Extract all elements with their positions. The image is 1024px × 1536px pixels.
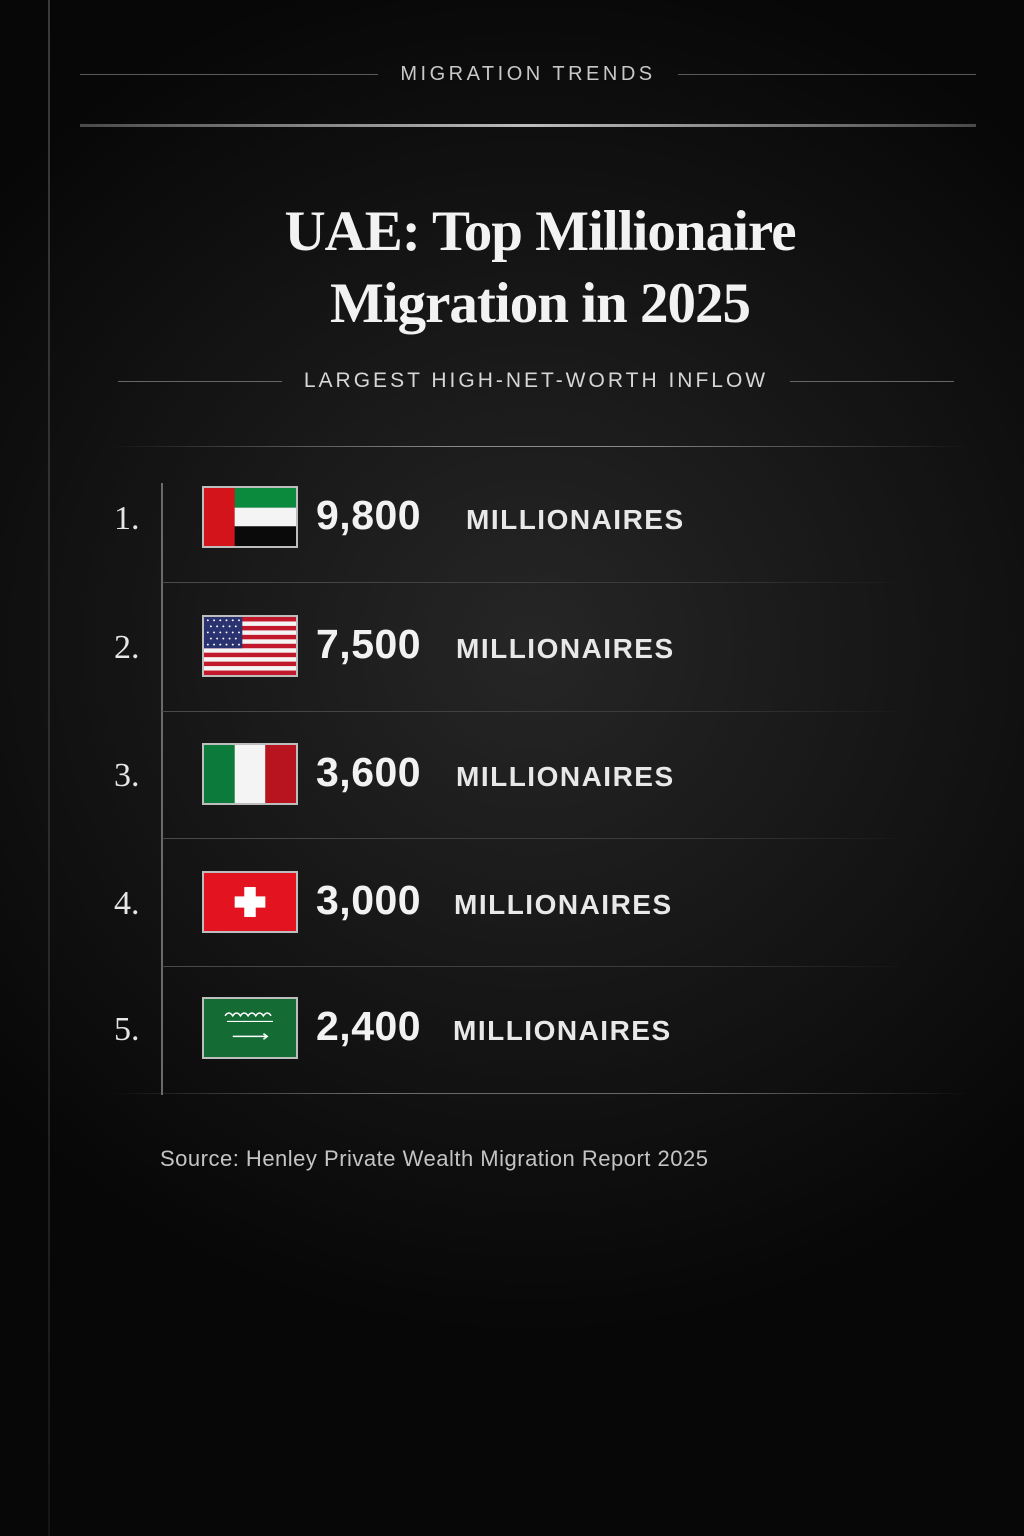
count-unit: MILLIONAIRES <box>454 889 673 920</box>
left-vertical-rule <box>48 0 50 1536</box>
switzerland-flag-icon <box>202 871 298 933</box>
italy-flag-icon <box>202 743 298 805</box>
list-item: 2. 7,500 MILLIONAIRES <box>100 585 940 713</box>
title-line-2: Migration in 2025 <box>330 272 751 335</box>
list-item: 3. 3,600 MILLIONAIRES <box>100 713 940 841</box>
source-note: Source: Henley Private Wealth Migration … <box>160 1146 709 1171</box>
rank-label: 2. <box>114 629 140 666</box>
migration-count: 3,000 <box>316 877 422 923</box>
top-divider <box>80 124 976 127</box>
count-unit: MILLIONAIRES <box>453 1015 672 1046</box>
row-divider <box>162 711 912 712</box>
rank-label: 3. <box>114 757 140 794</box>
list-item: 4. 3,000 MILLIONAIRES <box>100 841 940 969</box>
list-item: 5. 2,400 MILLIONAIRES <box>100 967 940 1095</box>
kicker-line-left <box>80 73 379 75</box>
title-line-1: UAE: Top Millionaire <box>284 200 796 263</box>
uae-flag-icon <box>202 486 298 548</box>
kicker-line-right <box>677 73 976 75</box>
subtitle-header: LARGEST HIGH-NET-WORTH INFLOW <box>118 366 954 396</box>
subtitle: LARGEST HIGH-NET-WORTH INFLOW <box>303 369 769 392</box>
rank-label: 1. <box>114 500 140 537</box>
migration-count: 7,500 <box>316 621 422 667</box>
migration-count: 2,400 <box>316 1003 422 1049</box>
count-unit: MILLIONAIRES <box>456 633 675 664</box>
rank-label: 5. <box>114 1011 140 1048</box>
list-bottom-divider <box>108 1093 970 1094</box>
count-unit: MILLIONAIRES <box>456 761 675 792</box>
list-vertical-rule <box>161 483 163 1095</box>
count-unit: MILLIONAIRES <box>466 504 685 535</box>
subtitle-line-right <box>790 380 954 382</box>
row-divider <box>162 582 912 583</box>
usa-flag-icon <box>202 615 298 677</box>
rank-label: 4. <box>114 885 140 922</box>
saudi-arabia-flag-icon <box>202 997 298 1059</box>
subtitle-line-left <box>118 380 282 382</box>
page-title: UAE: Top Millionaire Migration in 2025 <box>100 196 980 340</box>
list-item: 1. 9,800 MILLIONAIRES <box>100 456 940 584</box>
row-divider <box>162 966 912 967</box>
list-top-divider <box>108 446 970 447</box>
migration-count: 9,800 <box>316 492 422 538</box>
kicker-header: MIGRATION TRENDS <box>80 58 976 90</box>
row-divider <box>162 838 912 839</box>
migration-count: 3,600 <box>316 749 422 795</box>
kicker-label: MIGRATION TRENDS <box>400 62 656 85</box>
